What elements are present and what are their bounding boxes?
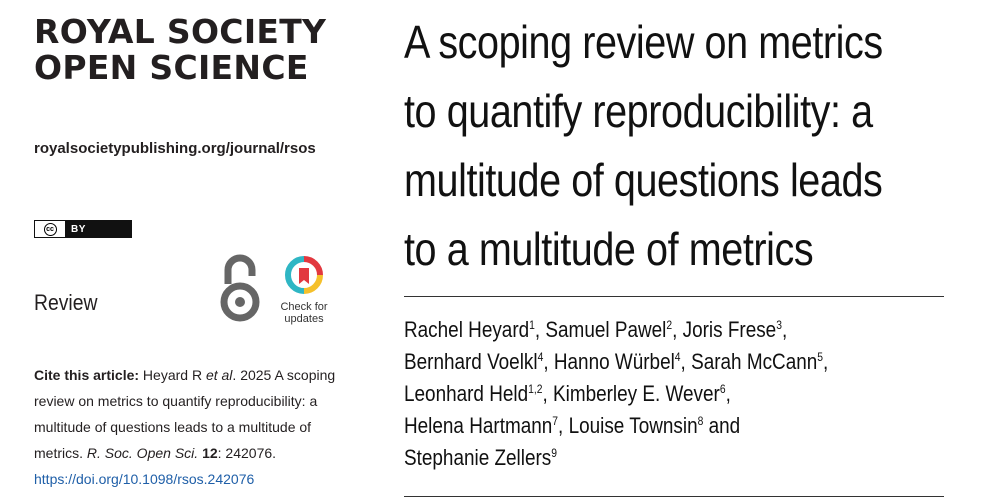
author-affiliation: 6 [719,382,726,396]
title-line: to quantify reproducibility: a [404,85,873,137]
author-affiliation: 4 [674,350,681,364]
citation-journal: R. Soc. Open Sci. [86,445,199,461]
title-line: to a multitude of metrics [404,223,814,275]
citation-label: Cite this article: [34,367,140,383]
open-access-lock-icon [220,254,260,322]
author-affiliation: 2 [666,318,673,332]
divider [404,296,944,297]
journal-logo: ROYAL SOCIETY OPEN SCIENCE [34,14,326,86]
by-label: BY [71,223,86,235]
citation-authors: Heyard R [142,367,203,383]
author-affiliation: 8 [697,414,704,428]
author-name[interactable]: Bernhard Voelkl [404,349,538,374]
cc-by-license-badge[interactable]: cc BY [34,220,132,238]
author-affiliation: 5 [817,350,824,364]
author-name[interactable]: Samuel Pawel [545,317,667,342]
article-title: A scoping review on metrics to quantify … [404,8,974,284]
author-name[interactable]: Louise Townsin [568,413,698,438]
author-affiliation: 3 [776,318,782,332]
author-affiliation: 1 [529,318,535,332]
author-affiliation: 9 [551,446,557,460]
author-list: Rachel Heyard1, Samuel Pawel2, Joris Fre… [404,317,829,470]
author-name[interactable]: Joris Frese [682,317,777,342]
citation-article-no: : 242076. [217,445,277,461]
journal-name-line1: ROYAL SOCIETY [34,12,327,51]
citation-block: Cite this article: Heyard R et al. 2025 … [34,362,354,492]
citation-volume: 12 [202,445,218,461]
author-name[interactable]: Helena Hartmann [404,413,553,438]
check-updates-line2: updates [284,313,324,325]
author-name[interactable]: Leonhard Held [404,381,529,406]
citation-text: . 2025 A scoping review on metrics to qu… [34,367,336,461]
author-name[interactable]: Kimberley E. Wever [553,381,720,406]
author-name[interactable]: Sarah McCann [691,349,818,374]
author-affiliation: 4 [537,350,544,364]
author-affiliation: 7 [552,414,559,428]
author-name[interactable]: Hanno Würbel [553,349,675,374]
citation-etal: et al [205,367,233,383]
journal-name-line2: OPEN SCIENCE [34,48,309,87]
author-name[interactable]: Stephanie Zellers [404,445,552,470]
article-type: Review [34,290,98,315]
check-for-updates-badge[interactable]: Check for updates [272,256,336,325]
author-name[interactable]: Rachel Heyard [404,317,530,342]
author-affiliation: 1,2 [528,382,543,396]
journal-url[interactable]: royalsocietypublishing.org/journal/rsos [34,140,316,157]
check-updates-icon [284,256,323,294]
cc-icon: cc [35,221,65,237]
title-line: multitude of questions leads [404,154,883,206]
divider [404,496,944,497]
title-line: A scoping review on metrics [404,16,883,68]
check-updates-line1: Check for [280,301,328,313]
doi-link[interactable]: https://doi.org/10.1098/rsos.242076 [34,471,255,487]
